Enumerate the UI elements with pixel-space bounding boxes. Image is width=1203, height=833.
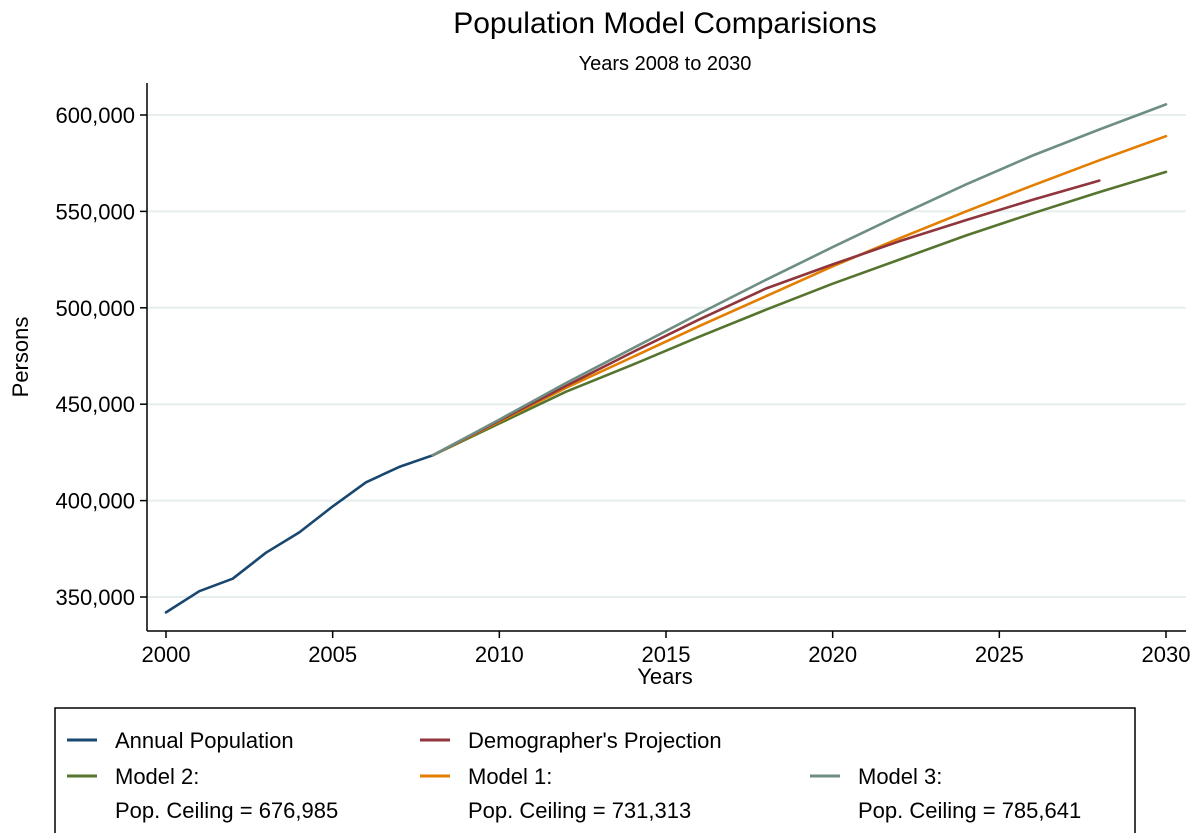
y-tick-label: 400,000 <box>55 489 135 514</box>
legend-label-ceiling: Pop. Ceiling = 785,641 <box>858 798 1081 823</box>
x-tick-label: 2020 <box>808 642 857 667</box>
x-tick-label: 2005 <box>308 642 357 667</box>
tick-marks: 350,000 400,000 450,000 500,000 550,000 600,0… <box>55 103 1190 667</box>
legend-label-ceiling: Pop. Ceiling = 731,313 <box>468 798 691 823</box>
y-tick-label: 350,000 <box>55 585 135 610</box>
y-tick-label: 450,000 <box>55 392 135 417</box>
series-line-1 <box>431 179 1101 457</box>
legend-label: Model 3: <box>858 764 942 789</box>
legend-label-ceiling: Pop. Ceiling = 676,985 <box>115 798 338 823</box>
y-tick-label: 500,000 <box>55 296 135 321</box>
series-lines <box>164 103 1168 614</box>
y-tick-label: 600,000 <box>55 103 135 128</box>
series-line-2 <box>431 170 1168 457</box>
x-tick-label: 2015 <box>642 642 691 667</box>
series-line-3 <box>431 134 1168 457</box>
legend: Annual Population Demographer's Projectio… <box>67 728 1081 823</box>
legend-label: Demographer's Projection <box>468 728 722 753</box>
x-tick-label: 2030 <box>1142 642 1191 667</box>
series-line-0 <box>164 453 435 614</box>
legend-label: Annual Population <box>115 728 294 753</box>
axes <box>146 83 1186 632</box>
x-tick-label: 2000 <box>142 642 191 667</box>
legend-label: Model 2: <box>115 764 199 789</box>
chart-subtitle: Years 2008 to 2030 <box>579 53 752 75</box>
series-line-4 <box>431 103 1168 457</box>
x-tick-label: 2010 <box>475 642 524 667</box>
y-axis-title: Persons <box>8 317 33 398</box>
y-tick-label: 550,000 <box>55 199 135 224</box>
legend-box <box>54 707 1136 833</box>
x-axis-title: Years <box>637 664 692 689</box>
x-tick-label: 2025 <box>975 642 1024 667</box>
chart-title: Population Model Comparisions <box>453 7 877 40</box>
legend-label: Model 1: <box>468 764 552 789</box>
gridlines <box>148 114 1186 598</box>
